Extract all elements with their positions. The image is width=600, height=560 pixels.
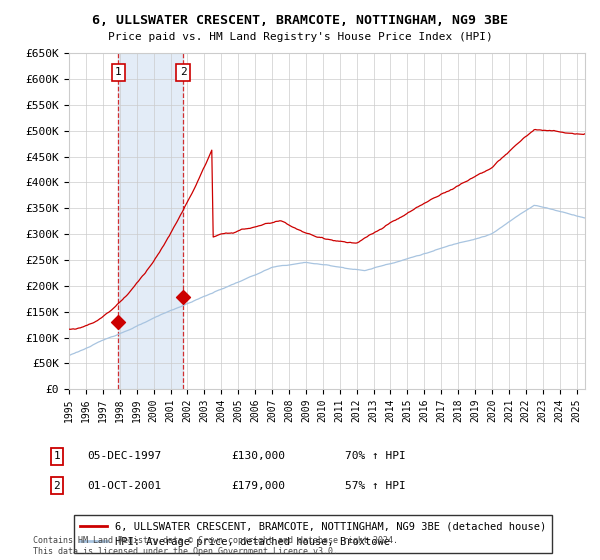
- Text: £130,000: £130,000: [231, 451, 285, 461]
- Text: 05-DEC-1997: 05-DEC-1997: [87, 451, 161, 461]
- Text: 57% ↑ HPI: 57% ↑ HPI: [345, 480, 406, 491]
- Text: Price paid vs. HM Land Registry's House Price Index (HPI): Price paid vs. HM Land Registry's House …: [107, 32, 493, 43]
- Point: [178, 292, 188, 301]
- Point: [113, 318, 123, 326]
- Text: 70% ↑ HPI: 70% ↑ HPI: [345, 451, 406, 461]
- Text: 6, ULLSWATER CRESCENT, BRAMCOTE, NOTTINGHAM, NG9 3BE: 6, ULLSWATER CRESCENT, BRAMCOTE, NOTTING…: [92, 14, 508, 27]
- Text: 2: 2: [53, 480, 61, 491]
- Legend: 6, ULLSWATER CRESCENT, BRAMCOTE, NOTTINGHAM, NG9 3BE (detached house), HPI: Aver: 6, ULLSWATER CRESCENT, BRAMCOTE, NOTTING…: [74, 515, 553, 553]
- Text: 2: 2: [180, 67, 187, 77]
- Text: 1: 1: [115, 67, 122, 77]
- Text: £179,000: £179,000: [231, 480, 285, 491]
- Text: 1: 1: [53, 451, 61, 461]
- Text: Contains HM Land Registry data © Crown copyright and database right 2024.
This d: Contains HM Land Registry data © Crown c…: [33, 536, 398, 556]
- Text: 01-OCT-2001: 01-OCT-2001: [87, 480, 161, 491]
